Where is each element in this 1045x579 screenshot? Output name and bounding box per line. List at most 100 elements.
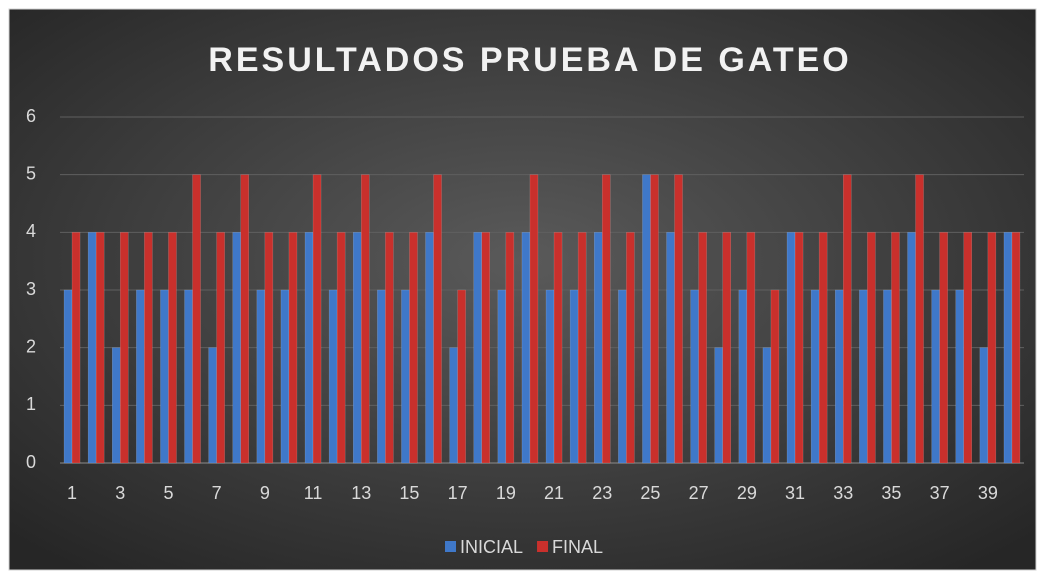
x-tick-label: 23 bbox=[592, 483, 612, 503]
y-tick-label: 2 bbox=[26, 336, 36, 356]
legend-label: FINAL bbox=[552, 537, 603, 557]
chart-title: RESULTADOS PRUEBA DE GATEO bbox=[208, 41, 851, 79]
bar bbox=[361, 174, 370, 464]
y-tick-label: 3 bbox=[26, 279, 36, 299]
bar bbox=[232, 232, 241, 464]
bar bbox=[577, 232, 587, 464]
bar bbox=[818, 232, 828, 464]
bar bbox=[481, 232, 490, 464]
bar bbox=[95, 232, 105, 464]
y-tick-label: 5 bbox=[26, 163, 36, 183]
bar bbox=[529, 174, 539, 464]
bar bbox=[312, 174, 322, 464]
bar bbox=[602, 174, 611, 464]
bar bbox=[184, 289, 193, 464]
x-tick-label: 21 bbox=[544, 483, 564, 503]
bar bbox=[521, 232, 531, 464]
bar bbox=[762, 347, 772, 464]
legend-marker bbox=[537, 541, 549, 552]
bar bbox=[144, 232, 153, 464]
bar bbox=[955, 289, 964, 464]
x-tick-label: 9 bbox=[260, 483, 270, 503]
bar bbox=[87, 232, 97, 464]
bar bbox=[497, 289, 507, 464]
x-tick-label: 39 bbox=[978, 483, 998, 503]
bar bbox=[843, 174, 852, 464]
bar bbox=[208, 347, 217, 464]
legend-label: INICIAL bbox=[460, 537, 523, 557]
x-tick-label: 29 bbox=[737, 483, 757, 503]
bar bbox=[377, 289, 386, 464]
bar bbox=[136, 289, 145, 464]
bar bbox=[553, 232, 563, 464]
x-tick-label: 17 bbox=[448, 483, 468, 503]
y-tick-label: 6 bbox=[26, 106, 36, 126]
x-tick-label: 1 bbox=[67, 483, 77, 503]
y-tick-label: 4 bbox=[26, 221, 36, 241]
bar bbox=[256, 289, 266, 464]
bar bbox=[690, 289, 699, 464]
y-tick-label: 0 bbox=[26, 452, 36, 472]
bar bbox=[746, 232, 756, 464]
bar bbox=[666, 232, 675, 464]
bar bbox=[63, 289, 73, 464]
bar bbox=[328, 289, 338, 464]
bar bbox=[786, 232, 796, 464]
bar bbox=[353, 232, 362, 464]
bar bbox=[939, 232, 948, 464]
bar bbox=[449, 347, 458, 464]
x-tick-label: 37 bbox=[930, 483, 950, 503]
bar bbox=[280, 289, 290, 464]
x-tick-label: 7 bbox=[212, 483, 222, 503]
x-tick-label: 15 bbox=[399, 483, 419, 503]
bar bbox=[409, 232, 418, 464]
bar bbox=[642, 174, 651, 464]
bar bbox=[216, 232, 225, 464]
x-tick-label: 31 bbox=[785, 483, 805, 503]
bar bbox=[385, 232, 394, 464]
bar bbox=[594, 232, 603, 464]
y-tick-label: 1 bbox=[26, 394, 36, 414]
x-tick-label: 13 bbox=[351, 483, 371, 503]
bar bbox=[473, 232, 482, 464]
bar bbox=[1003, 232, 1013, 464]
bar bbox=[1011, 232, 1021, 464]
bar bbox=[867, 232, 876, 464]
bar bbox=[120, 232, 129, 464]
bar bbox=[722, 232, 731, 464]
bar bbox=[336, 232, 346, 464]
bar bbox=[545, 289, 555, 464]
bar bbox=[835, 289, 844, 464]
bar bbox=[401, 289, 410, 464]
bar bbox=[304, 232, 314, 464]
bar bbox=[979, 347, 989, 464]
x-tick-label: 25 bbox=[640, 483, 660, 503]
x-tick-label: 19 bbox=[496, 483, 516, 503]
bar bbox=[505, 232, 515, 464]
bar bbox=[569, 289, 579, 464]
x-tick-label: 35 bbox=[881, 483, 901, 503]
bar bbox=[71, 232, 81, 464]
x-tick-label: 27 bbox=[689, 483, 709, 503]
bar bbox=[883, 289, 892, 464]
bar bbox=[433, 174, 442, 464]
bar bbox=[264, 232, 274, 464]
x-tick-label: 33 bbox=[833, 483, 853, 503]
bar bbox=[626, 232, 635, 464]
bar bbox=[963, 232, 972, 464]
x-tick-label: 5 bbox=[163, 483, 173, 503]
bar bbox=[738, 289, 748, 464]
bar bbox=[168, 232, 177, 464]
bar bbox=[859, 289, 868, 464]
bar bbox=[192, 174, 201, 464]
bar bbox=[915, 174, 924, 464]
bar bbox=[288, 232, 298, 464]
bar bbox=[987, 232, 997, 464]
bar bbox=[698, 232, 707, 464]
legend-marker bbox=[445, 541, 456, 552]
x-tick-label: 3 bbox=[115, 483, 125, 503]
bar bbox=[794, 232, 804, 464]
bar bbox=[240, 174, 249, 464]
